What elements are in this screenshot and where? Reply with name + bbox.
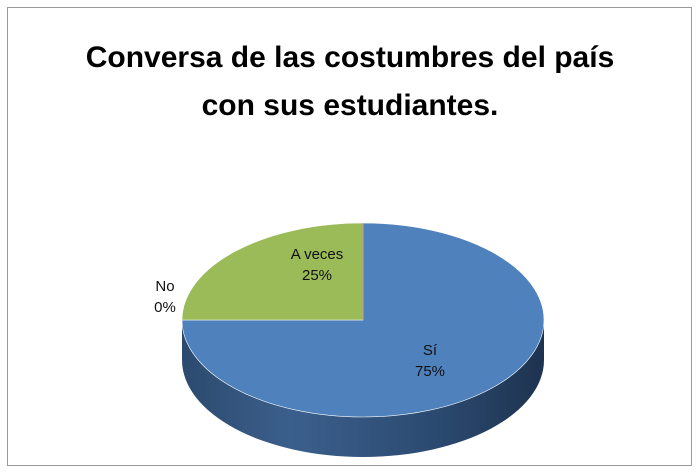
- data-label-a-veces-category: A veces: [290, 246, 344, 263]
- data-label-si: Sí 75%: [395, 340, 465, 382]
- chart-title: Conversa de las costumbres del país con …: [0, 34, 700, 130]
- chart-title-line-1: Conversa de las costumbres del país: [85, 41, 615, 74]
- pie-slice-si: [181, 222, 545, 418]
- data-label-si-category: Sí: [422, 342, 438, 359]
- pie-slice-a-veces: [181, 222, 364, 321]
- data-label-si-value: 75%: [414, 363, 446, 380]
- data-label-no-category: No: [155, 278, 175, 295]
- data-label-a-veces: A veces 25%: [272, 244, 362, 286]
- data-label-no-value: 0%: [154, 299, 176, 316]
- chart-title-line-2: con sus estudiantes.: [201, 89, 499, 122]
- data-label-no: No 0%: [140, 276, 190, 318]
- pie-side-wall: [182, 320, 544, 457]
- data-label-a-veces-value: 25%: [301, 267, 333, 284]
